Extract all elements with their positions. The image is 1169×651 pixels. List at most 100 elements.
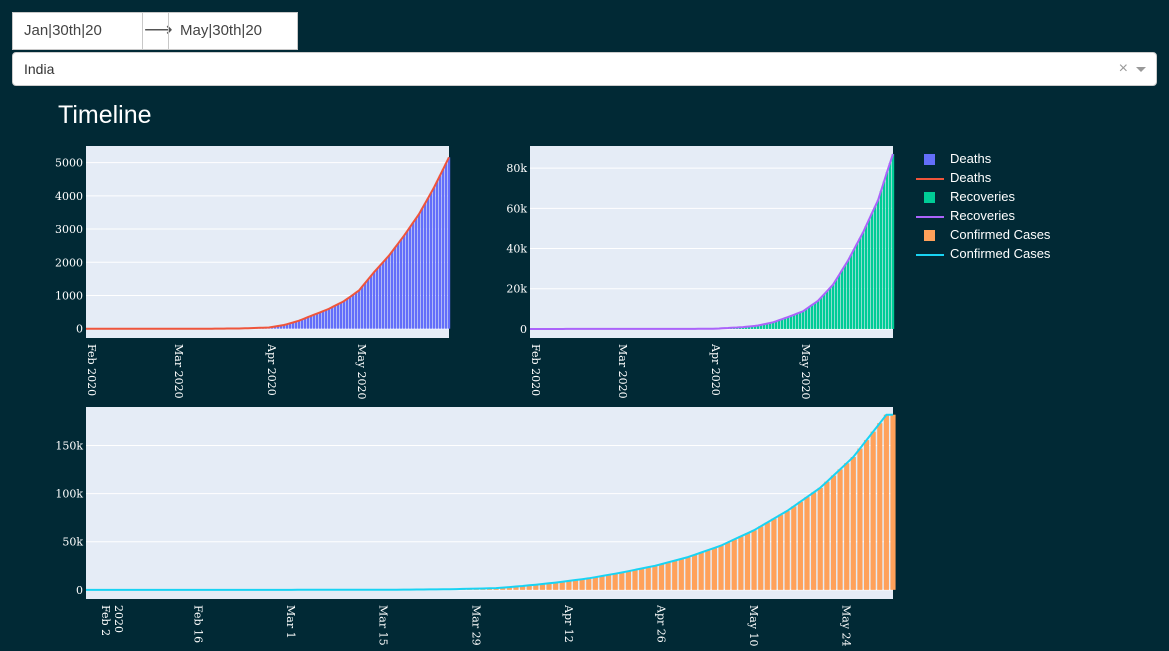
bar — [273, 326, 277, 329]
x-tick-label: Feb 16 — [191, 605, 204, 643]
bar — [282, 325, 286, 329]
bar — [834, 279, 838, 329]
y-tick-label: 1000 — [55, 289, 83, 302]
bar — [819, 297, 823, 329]
bar — [864, 226, 868, 329]
bar — [791, 506, 797, 590]
clear-icon[interactable]: × — [1118, 60, 1128, 77]
bar — [546, 583, 552, 590]
legend-label: Recoveries — [950, 208, 1016, 223]
bar — [408, 227, 412, 329]
bar — [891, 154, 895, 329]
bar — [632, 569, 638, 590]
bar — [738, 536, 744, 590]
bar — [324, 309, 328, 329]
legend-swatch — [924, 230, 935, 241]
bar — [444, 163, 448, 329]
country-dropdown[interactable]: India × — [12, 52, 1157, 86]
x-tick-label: Feb 2 — [99, 605, 112, 636]
bar — [303, 318, 307, 329]
bar — [399, 239, 403, 329]
bar — [665, 562, 671, 590]
page-title: Timeline — [58, 101, 152, 129]
bar — [801, 311, 805, 329]
x-tick-label: Feb 2020 — [529, 344, 542, 396]
bar — [831, 284, 835, 329]
bar — [882, 181, 886, 329]
bar — [705, 550, 711, 590]
chevron-down-icon[interactable] — [1136, 67, 1146, 72]
bar — [830, 475, 837, 590]
bar — [885, 172, 889, 329]
date-range-arrow-icon: ⟶ — [144, 19, 173, 41]
x-tick-label: May 10 — [747, 605, 760, 647]
bar — [553, 582, 559, 590]
y-tick-label: 5000 — [55, 157, 83, 170]
bar — [592, 577, 598, 590]
bar — [381, 262, 385, 329]
bar — [792, 314, 796, 329]
bar — [718, 545, 724, 590]
bar — [711, 547, 717, 590]
bar — [747, 326, 751, 329]
bar — [309, 315, 313, 329]
y-tick-label: 2000 — [55, 256, 83, 269]
legend-label: Deaths — [950, 151, 992, 166]
legend-label: Recoveries — [950, 189, 1016, 204]
chart-confirmed: 0 50k 100k 150k Feb 2 2020 Feb 16 Mar 1 Mar 15 Ma… — [55, 407, 896, 647]
bar — [605, 574, 612, 590]
legend-label: Confirmed Cases — [950, 227, 1051, 242]
bar — [599, 575, 605, 590]
x-tick-label: May 2020 — [799, 344, 812, 400]
bar — [825, 291, 829, 329]
bar — [858, 238, 862, 329]
bar — [426, 198, 430, 329]
bar — [342, 301, 346, 329]
bar — [784, 510, 790, 590]
bar — [777, 320, 781, 329]
bar — [759, 324, 763, 329]
end-date-input[interactable]: May|30th|20 — [168, 13, 298, 49]
legend-swatch — [924, 154, 935, 165]
x-tick-label: Apr 26 — [654, 604, 667, 643]
bar — [645, 567, 651, 590]
bar — [758, 526, 764, 590]
bar — [363, 283, 367, 329]
bar — [297, 320, 301, 329]
bar — [751, 530, 757, 590]
legend-swatch — [916, 254, 944, 256]
series-line — [530, 153, 894, 330]
bar — [849, 254, 853, 329]
bar — [744, 326, 748, 329]
bar — [870, 431, 876, 590]
bar — [526, 585, 532, 590]
bar — [351, 294, 355, 329]
y-tick-label: 100k — [55, 488, 83, 501]
start-date-input[interactable]: Jan|30th|20 — [13, 13, 143, 49]
x-tick-label: Apr 2020 — [265, 343, 278, 396]
bar — [837, 469, 843, 590]
x-tick-label: Mar 29 — [469, 605, 482, 646]
y-tick-label: 0 — [76, 323, 83, 336]
bar — [795, 313, 799, 329]
bar — [843, 265, 847, 329]
bar — [513, 586, 519, 590]
bar — [393, 247, 397, 329]
bar — [519, 586, 526, 590]
bar — [731, 539, 737, 590]
bar — [861, 232, 865, 329]
bar — [345, 299, 349, 329]
bar — [312, 314, 316, 329]
bar — [339, 302, 343, 329]
bar — [890, 414, 896, 590]
bar — [438, 175, 442, 329]
bar — [771, 518, 777, 590]
bar — [321, 311, 325, 329]
x-tick-label: Mar 2020 — [616, 344, 629, 399]
y-tick-label: 50k — [62, 536, 83, 549]
x-tick-label: 2020 — [112, 605, 125, 633]
bar — [447, 157, 451, 329]
bar — [506, 587, 512, 590]
bar — [879, 190, 883, 329]
